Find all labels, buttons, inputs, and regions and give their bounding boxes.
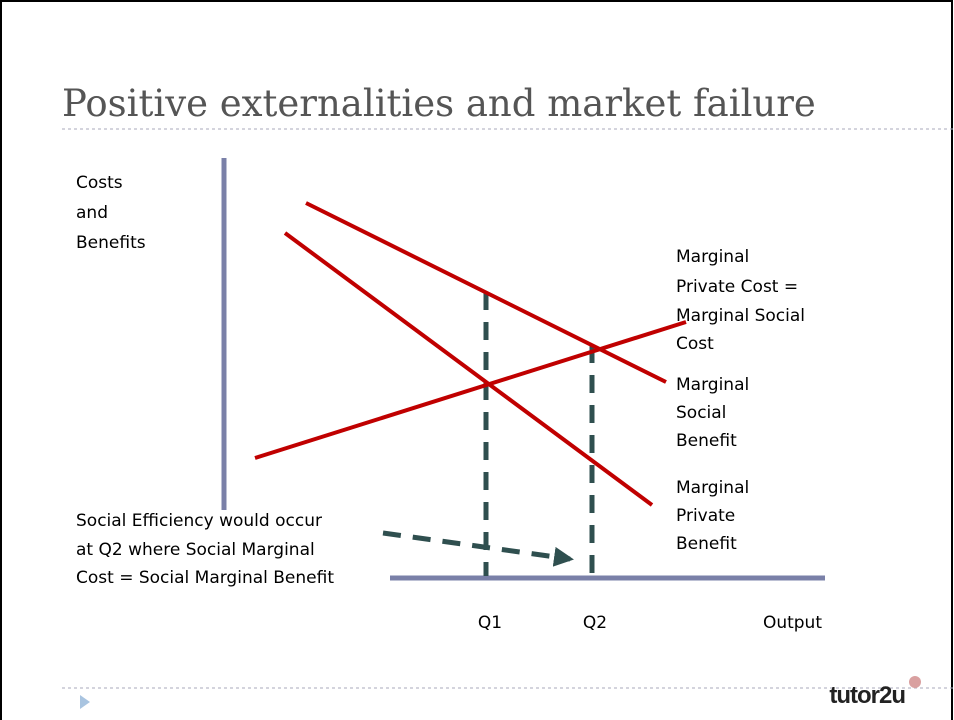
mpb-label: Marginal Private Benefit [676, 478, 749, 554]
bullet [80, 695, 90, 709]
mpc-label: Marginal Private Cost = Marginal Social … [676, 247, 805, 354]
label-line: Benefit [676, 534, 737, 554]
annotation-line: at Q2 where Social Marginal [76, 540, 315, 560]
msb-label: Marginal Social Benefit [676, 375, 749, 451]
slide-title: Positive externalities and market failur… [62, 82, 816, 125]
annotation-line: Social Efficiency would occur [76, 511, 322, 531]
label-line: Marginal Social [676, 306, 805, 326]
mpb-curve [283, 231, 654, 507]
y-axis-label: Costs and Benefits [76, 173, 146, 253]
label-line: Benefits [76, 233, 146, 253]
logo: tutor2u [829, 682, 905, 709]
mpc-curve [254, 320, 687, 460]
msb-curve [305, 201, 667, 384]
label-line: Social [676, 403, 726, 423]
label-line: Private [676, 506, 735, 526]
q1-label: Q1 [478, 613, 502, 633]
label-line: Private Cost = [676, 277, 798, 297]
label-line: Marginal [676, 247, 749, 267]
logo-mark [909, 676, 921, 688]
label-line: Benefit [676, 431, 737, 451]
x-axis-label: Output [763, 613, 822, 633]
label-line: Costs [76, 173, 123, 193]
annotation: Social Efficiency would occur at Q2 wher… [76, 511, 334, 588]
label-line: and [76, 203, 108, 223]
annotation-line: Cost = Social Marginal Benefit [76, 568, 334, 588]
annotation-arrow [382, 530, 574, 567]
q2-label: Q2 [583, 613, 607, 633]
label-line: Marginal [676, 375, 749, 395]
label-line: Cost [676, 334, 714, 354]
label-line: Marginal [676, 478, 749, 498]
